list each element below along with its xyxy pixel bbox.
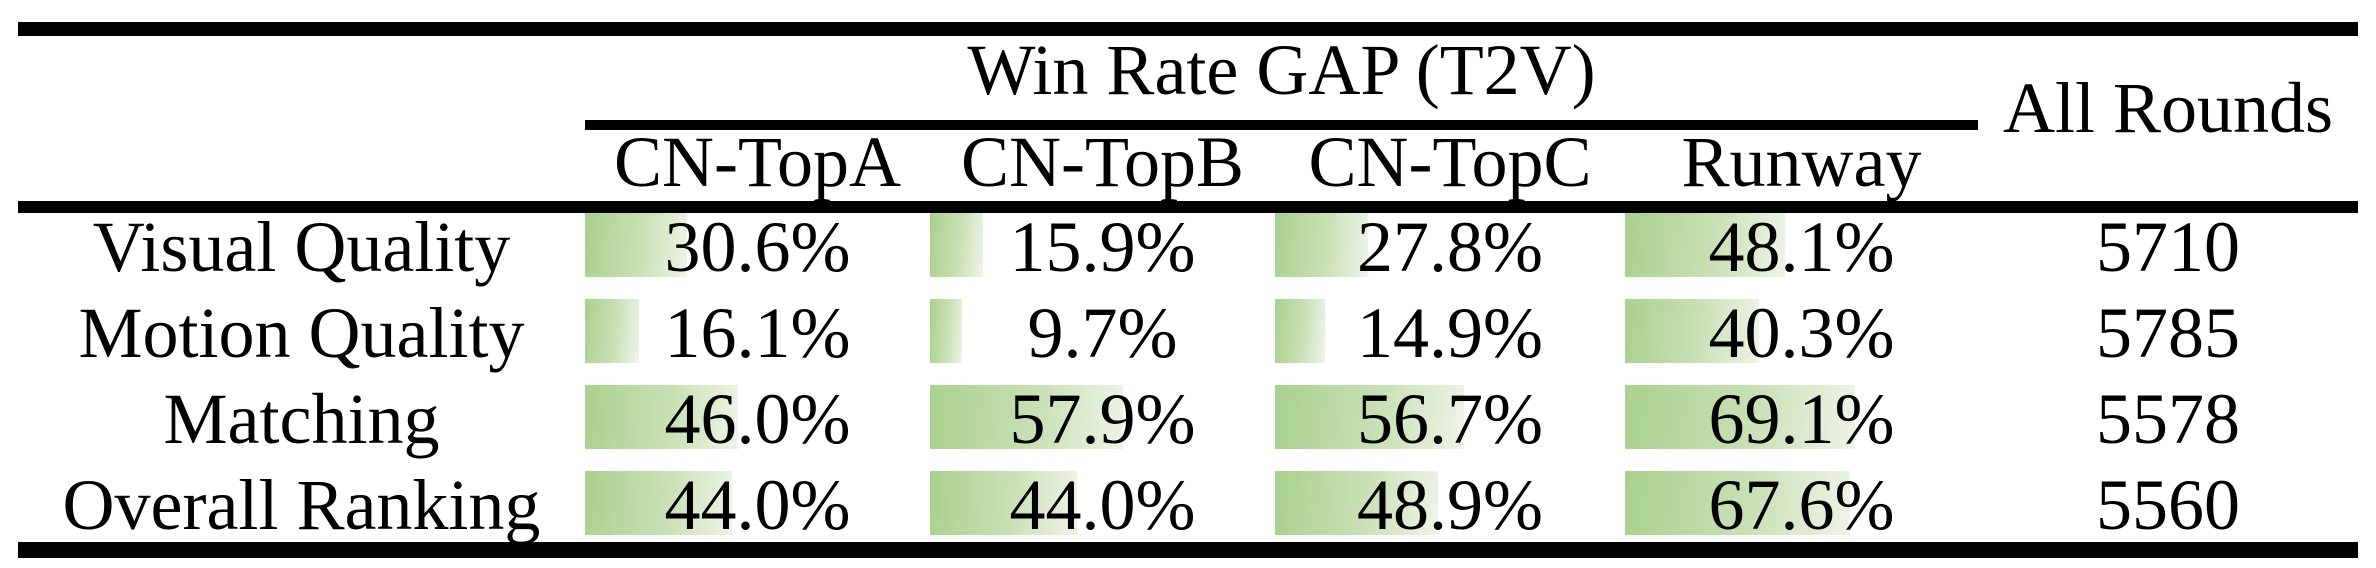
all-rounds-cell: 5578 (1978, 379, 2358, 470)
gap-value: 44.0% (1009, 465, 1196, 545)
gap-value: 9.7% (1027, 293, 1178, 373)
gap-value: 44.0% (664, 465, 851, 545)
gap-value: 14.9% (1357, 293, 1543, 373)
column-header-all-rounds: All Rounds (2002, 67, 2334, 148)
gap-bar (930, 385, 1123, 449)
gap-bar (930, 299, 962, 363)
row-label: Motion Quality (78, 293, 525, 373)
table-body: Visual Quality 30.6% 15.9% 27.8% 48.1% 5… (18, 207, 2358, 542)
gap-cell-cn-topb: 44.0% (930, 465, 1275, 556)
all-rounds-cell: 5710 (1978, 207, 2358, 298)
gap-cell-cn-topb: 57.9% (930, 379, 1275, 470)
gap-cell-cn-topa: 16.1% (585, 293, 930, 384)
gap-bar (1275, 213, 1368, 277)
group-underline-rule (585, 120, 1978, 130)
row-label: Visual Quality (92, 207, 511, 287)
gap-cell-cn-topa: 30.6% (585, 207, 930, 298)
gap-bar (1275, 299, 1325, 363)
gap-bar (1625, 299, 1759, 363)
row-label: Overall Ranking (62, 465, 541, 545)
gap-value: 40.3% (1708, 293, 1895, 373)
gap-bar (1275, 471, 1438, 535)
gap-bar (930, 471, 1077, 535)
gap-cell-cn-topa: 46.0% (585, 379, 930, 470)
table-row: Overall Ranking 44.0% 44.0% 48.9% 67.6% … (18, 465, 2358, 556)
row-label-cell: Motion Quality (18, 293, 585, 384)
gap-value: 69.1% (1708, 379, 1895, 459)
all-rounds-value: 5560 (2096, 465, 2240, 545)
gap-cell-runway: 48.1% (1625, 207, 1978, 298)
gap-bar (1625, 471, 1850, 535)
table-row: Motion Quality 16.1% 9.7% 14.9% 40.3% 57… (18, 293, 2358, 384)
all-rounds-cell: 5785 (1978, 293, 2358, 384)
column-header-cn-topc: CN-TopC (1308, 122, 1592, 202)
gap-cell-cn-topb: 9.7% (930, 293, 1275, 384)
gap-value: 67.6% (1708, 465, 1895, 545)
column-header-cn-topa: CN-TopA (614, 122, 901, 202)
row-label-cell: Visual Quality (18, 207, 585, 298)
all-rounds-value: 5785 (2096, 293, 2240, 373)
gap-bar (585, 299, 639, 363)
gap-cell-cn-topc: 14.9% (1275, 293, 1625, 384)
gap-bar (585, 385, 738, 449)
gap-value: 30.6% (664, 207, 851, 287)
all-rounds-cell: 5560 (1978, 465, 2358, 556)
top-rule (18, 22, 2358, 36)
gap-bar (1625, 213, 1785, 277)
gap-cell-cn-topa: 44.0% (585, 465, 930, 556)
column-header-cn-topb: CN-TopB (961, 122, 1244, 202)
table-row: Visual Quality 30.6% 15.9% 27.8% 48.1% 5… (18, 207, 2358, 298)
gap-value: 48.1% (1708, 207, 1895, 287)
gap-value: 48.9% (1357, 465, 1543, 545)
all-rounds-value: 5710 (2096, 207, 2240, 287)
all-rounds-value: 5578 (2096, 379, 2240, 459)
gap-value: 46.0% (664, 379, 851, 459)
row-label-cell: Matching (18, 379, 585, 470)
gap-value: 57.9% (1009, 379, 1196, 459)
gap-cell-cn-topc: 56.7% (1275, 379, 1625, 470)
gap-bar (930, 213, 983, 277)
gap-value: 15.9% (1009, 207, 1196, 287)
gap-cell-runway: 40.3% (1625, 293, 1978, 384)
header-separator-rule (18, 201, 2358, 213)
gap-bar (1625, 385, 1855, 449)
gap-cell-runway: 69.1% (1625, 379, 1978, 470)
gap-cell-cn-topc: 48.9% (1275, 465, 1625, 556)
bottom-rule (18, 542, 2358, 558)
gap-value: 16.1% (664, 293, 851, 373)
gap-bar (585, 213, 687, 277)
gap-value: 56.7% (1357, 379, 1543, 459)
row-label-cell: Overall Ranking (18, 465, 585, 556)
gap-cell-runway: 67.6% (1625, 465, 1978, 556)
group-header: Win Rate GAP (T2V) (967, 30, 1596, 110)
row-label: Matching (163, 379, 440, 459)
gap-cell-cn-topc: 27.8% (1275, 207, 1625, 298)
gap-bar (585, 471, 732, 535)
gap-cell-cn-topb: 15.9% (930, 207, 1275, 298)
table-row: Matching 46.0% 57.9% 56.7% 69.1% 5578 (18, 379, 2358, 470)
gap-bar (1275, 385, 1464, 449)
column-header-runway: Runway (1681, 122, 1922, 202)
gap-value: 27.8% (1357, 207, 1543, 287)
